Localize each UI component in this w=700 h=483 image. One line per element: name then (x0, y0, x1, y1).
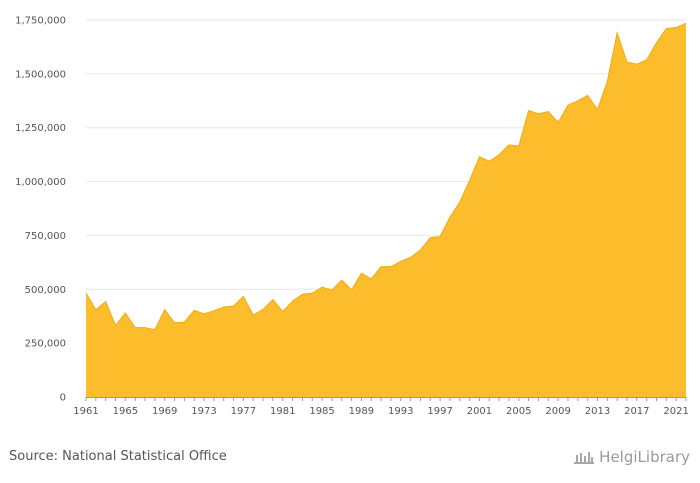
x-tick-label: 1977 (231, 406, 256, 417)
y-tick-label: 1,250,000 (15, 123, 66, 134)
x-tick-label: 2017 (624, 406, 649, 417)
helgi-library-logo: Helgi Library (573, 448, 690, 466)
x-tick-label: 1985 (309, 406, 334, 417)
y-tick-label: 1,750,000 (15, 16, 66, 27)
y-tick-label: 0 (60, 393, 66, 404)
logo-text-library: Library (637, 448, 690, 466)
y-tick-label: 500,000 (25, 285, 66, 296)
area-fill (86, 23, 686, 398)
x-tick-label: 2009 (545, 406, 570, 417)
series-area (85, 22, 687, 398)
library-building-icon (574, 452, 595, 464)
source-note: Source: National Statistical Office (9, 449, 227, 464)
x-tick-label: 1993 (388, 406, 413, 417)
x-tick-label: 2005 (506, 406, 531, 417)
x-tick-label: 1989 (349, 406, 374, 417)
y-tick-label: 1,000,000 (15, 177, 66, 188)
area-chart: 0 250,000 500,000 750,000 1,000,000 1,250,000… (15, 16, 689, 418)
x-tick-label: 2001 (467, 406, 492, 417)
x-tick-label: 1965 (113, 406, 138, 417)
y-tick-label: 1,500,000 (15, 69, 66, 80)
x-tick-label: 1973 (191, 406, 216, 417)
y-tick-label: 250,000 (25, 339, 66, 350)
area-line (85, 22, 687, 331)
x-tick-label: 1981 (270, 406, 295, 417)
y-axis: 0 250,000 500,000 750,000 1,000,000 1,250,000… (15, 16, 66, 404)
x-axis: 1961 1965 1969 1973 1977 1981 1985 1989 1993 1997… (73, 397, 689, 417)
x-tick-label: 2013 (585, 406, 610, 417)
x-tick-label: 1997 (427, 406, 452, 417)
y-tick-label: 750,000 (25, 231, 66, 242)
x-tick-label: 1969 (152, 406, 177, 417)
x-tick-label: 1961 (73, 406, 98, 417)
x-tick-label: 2021 (663, 406, 688, 417)
logo-text-helgi: Helgi (599, 448, 638, 466)
